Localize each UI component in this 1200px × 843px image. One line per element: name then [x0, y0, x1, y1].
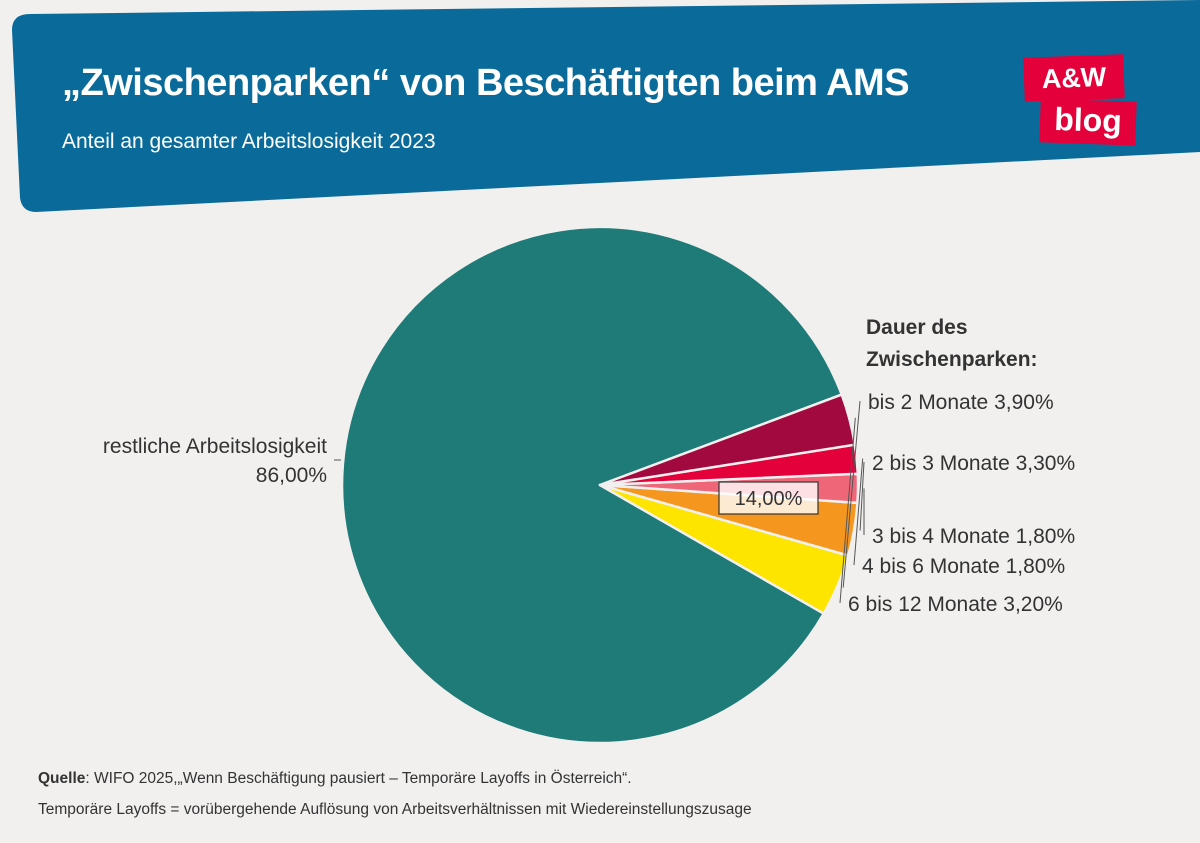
- leader-line-bis-2-monate: [842, 400, 861, 588]
- slice-label-bis-2-monate: bis 2 Monate 3,90%: [868, 391, 1054, 414]
- source-text: : WIFO 2025,„Wenn Beschäftigung pausiert…: [85, 770, 632, 787]
- logo-line-1: A&W: [1023, 54, 1125, 102]
- definition-note: Temporäre Layoffs = vorübergehende Auflö…: [38, 801, 752, 818]
- slice-value-restliche-arbeitslosigkeit: 86,00%: [256, 464, 327, 487]
- leader-line-6-bis-12-monate: [839, 417, 856, 604]
- legend-title-line-2: Zwischenparken:: [866, 348, 1038, 371]
- slice-label-6-bis-12-monate: 6 bis 12 Monate 3,20%: [848, 593, 1063, 616]
- group-total-box: [718, 481, 819, 515]
- leader-line-2-bis-3-monate: [859, 461, 865, 531]
- slice-label-2-bis-3-monate: 2 bis 3 Monate 3,30%: [872, 452, 1075, 475]
- slice-label-restliche-arbeitslosigkeit: restliche Arbeitslosigkeit: [103, 435, 327, 458]
- leader-line-4-bis-6-monate: [853, 458, 864, 566]
- pie-slice-6-bis-12-monate: [598, 393, 857, 487]
- pie-slice-restliche-arbeitslosigkeit: [340, 225, 843, 745]
- legend-title: Dauer des Zwischenparken:: [866, 312, 1038, 376]
- slice-label-3-bis-4-monate: 3 bis 4 Monate 1,80%: [872, 525, 1075, 548]
- logo-line-2: blog: [1039, 98, 1137, 146]
- header-band: [12, 0, 1200, 212]
- source-note: Quelle: WIFO 2025,„Wenn Beschäftigung pa…: [38, 770, 632, 788]
- pie-chart: bis 2 Monate 3,90% 2 bis 3 Monate 3,30% 3 …: [103, 225, 1075, 745]
- chart-subtitle: Anteil an gesamter Arbeitslosigkeit 2023: [62, 130, 436, 153]
- chart-title: „Zwischenparken“ von Beschäftigten beim …: [62, 62, 910, 104]
- aw-blog-logo[interactable]: A&W blog: [1023, 54, 1137, 148]
- slice-label-4-bis-6-monate: 4 bis 6 Monate 1,80%: [862, 555, 1065, 578]
- source-label: Quelle: [38, 770, 86, 787]
- legend-title-line-1: Dauer des: [866, 316, 968, 339]
- group-total-label: 14,00%: [735, 488, 803, 510]
